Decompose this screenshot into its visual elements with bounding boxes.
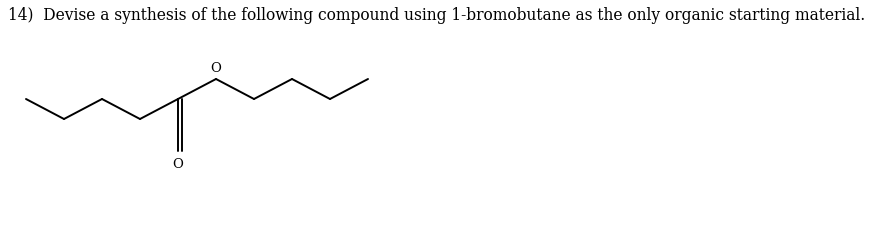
Text: O: O: [211, 62, 221, 75]
Text: O: O: [172, 157, 184, 170]
Text: 14)  Devise a synthesis of the following compound using 1-bromobutane as the onl: 14) Devise a synthesis of the following …: [9, 7, 865, 24]
